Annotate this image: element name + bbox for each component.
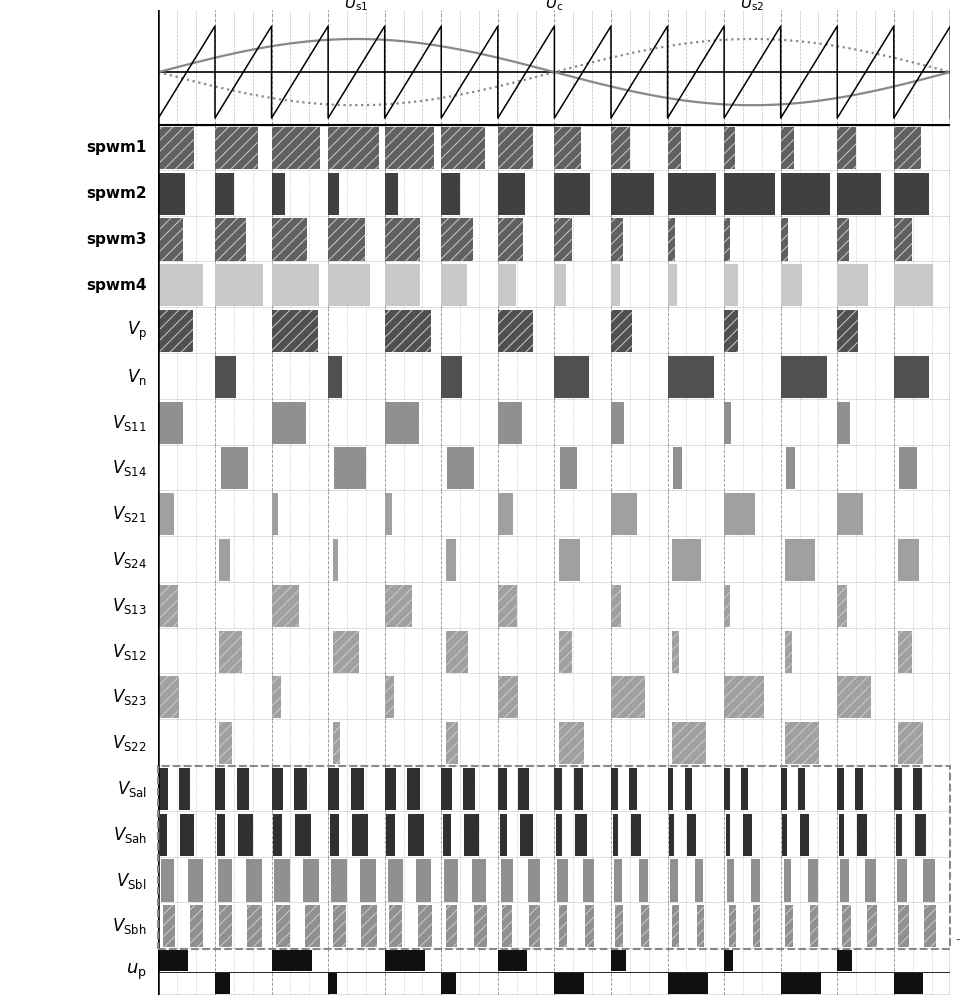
Text: $V_{\mathrm{Sah}}$: $V_{\mathrm{Sah}}$	[112, 825, 147, 845]
Text: spwm4: spwm4	[86, 278, 147, 293]
Text: $V_{\mathrm{S13}}$: $V_{\mathrm{S13}}$	[112, 596, 147, 616]
Text: $V_{\mathrm{S21}}$: $V_{\mathrm{S21}}$	[112, 504, 147, 524]
Text: $V_{\mathrm{S12}}$: $V_{\mathrm{S12}}$	[112, 642, 147, 662]
Text: $V_{\mathrm{S24}}$: $V_{\mathrm{S24}}$	[112, 550, 147, 570]
Text: $V_{\mathrm{n}}$: $V_{\mathrm{n}}$	[127, 367, 147, 387]
Text: $V_{\mathrm{S14}}$: $V_{\mathrm{S14}}$	[112, 458, 147, 478]
Text: $u_{\mathrm{p}}$: $u_{\mathrm{p}}$	[126, 962, 147, 982]
Text: $V_{\mathrm{S22}}$: $V_{\mathrm{S22}}$	[112, 733, 147, 753]
Text: spwm2: spwm2	[86, 186, 147, 201]
Text: spwm3: spwm3	[86, 232, 147, 247]
Text: $U_{\rm c}$: $U_{\rm c}$	[545, 0, 564, 13]
Text: $V_{\mathrm{S23}}$: $V_{\mathrm{S23}}$	[112, 687, 147, 707]
Text: $U_{\rm s1}$: $U_{\rm s1}$	[345, 0, 369, 13]
Text: $V_{\mathrm{Sal}}$: $V_{\mathrm{Sal}}$	[117, 779, 147, 799]
Text: →: →	[955, 934, 960, 947]
Text: $V_{\mathrm{S11}}$: $V_{\mathrm{S11}}$	[112, 413, 147, 433]
Text: spwm1: spwm1	[86, 140, 147, 155]
Text: $U_{\rm s2}$: $U_{\rm s2}$	[740, 0, 764, 13]
Text: $V_{\mathrm{Sbl}}$: $V_{\mathrm{Sbl}}$	[116, 871, 147, 891]
Text: $V_{\mathrm{Sbh}}$: $V_{\mathrm{Sbh}}$	[112, 916, 147, 936]
Text: $V_{\mathrm{p}}$: $V_{\mathrm{p}}$	[127, 319, 147, 343]
